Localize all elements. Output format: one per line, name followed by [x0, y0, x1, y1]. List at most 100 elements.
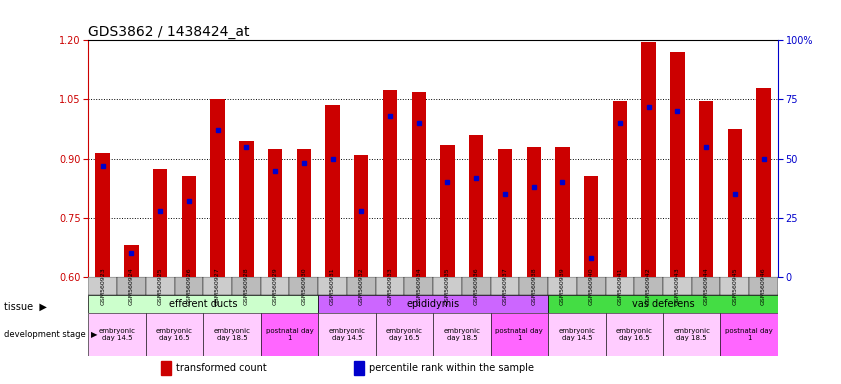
Bar: [433, 277, 462, 295]
Text: GSM560935: GSM560935: [445, 267, 450, 305]
Text: GSM560945: GSM560945: [733, 267, 738, 305]
Bar: [318, 313, 376, 356]
Text: GSM560941: GSM560941: [617, 267, 622, 305]
Bar: [318, 277, 346, 295]
Text: embryonic
day 18.5: embryonic day 18.5: [674, 328, 710, 341]
Text: GSM560930: GSM560930: [301, 267, 306, 305]
Bar: [376, 277, 405, 295]
Bar: [174, 277, 204, 295]
Bar: [749, 277, 778, 295]
Text: GSM560929: GSM560929: [272, 267, 278, 305]
Bar: [210, 99, 225, 277]
Text: GSM560944: GSM560944: [704, 267, 709, 305]
Text: GSM560936: GSM560936: [473, 267, 479, 305]
Text: embryonic
day 16.5: embryonic day 16.5: [386, 328, 423, 341]
Bar: [663, 313, 721, 356]
Bar: [354, 361, 364, 376]
Text: GSM560942: GSM560942: [646, 267, 651, 305]
Bar: [634, 277, 663, 295]
Bar: [204, 277, 232, 295]
Text: vas deferens: vas deferens: [632, 299, 695, 309]
Text: GSM560933: GSM560933: [388, 267, 393, 305]
Bar: [721, 277, 749, 295]
Bar: [239, 141, 253, 277]
Text: GSM560943: GSM560943: [674, 267, 680, 305]
Bar: [232, 277, 261, 295]
Bar: [727, 129, 742, 277]
Bar: [441, 145, 455, 277]
Bar: [555, 147, 569, 277]
Bar: [411, 92, 426, 277]
Text: GSM560927: GSM560927: [215, 267, 220, 305]
Bar: [577, 277, 606, 295]
Bar: [88, 313, 145, 356]
Bar: [691, 277, 721, 295]
Bar: [584, 176, 598, 277]
Text: embryonic
day 14.5: embryonic day 14.5: [329, 328, 365, 341]
Bar: [756, 88, 770, 277]
Text: embryonic
day 18.5: embryonic day 18.5: [214, 328, 251, 341]
Text: GSM560940: GSM560940: [589, 267, 594, 305]
Text: GSM560925: GSM560925: [157, 267, 162, 305]
Bar: [88, 295, 318, 313]
Text: transformed count: transformed count: [176, 363, 267, 373]
Bar: [613, 101, 627, 277]
Bar: [268, 149, 283, 277]
Bar: [663, 277, 691, 295]
Bar: [354, 155, 368, 277]
Bar: [433, 313, 490, 356]
Text: percentile rank within the sample: percentile rank within the sample: [369, 363, 534, 373]
Bar: [289, 277, 318, 295]
Bar: [124, 245, 139, 277]
Bar: [145, 277, 175, 295]
Text: GSM560931: GSM560931: [330, 267, 335, 305]
Text: GSM560946: GSM560946: [761, 267, 766, 305]
Bar: [469, 135, 484, 277]
Bar: [88, 277, 117, 295]
Bar: [297, 149, 311, 277]
Bar: [548, 277, 577, 295]
Bar: [182, 176, 196, 277]
Text: postnatal day
1: postnatal day 1: [266, 328, 314, 341]
Bar: [376, 313, 433, 356]
Bar: [153, 169, 167, 277]
Bar: [405, 277, 433, 295]
Text: epididymis: epididymis: [406, 299, 460, 309]
Bar: [383, 89, 397, 277]
Bar: [606, 277, 634, 295]
Bar: [642, 42, 656, 277]
Bar: [721, 313, 778, 356]
Text: GDS3862 / 1438424_at: GDS3862 / 1438424_at: [88, 25, 250, 39]
Bar: [117, 277, 145, 295]
Text: GSM560928: GSM560928: [244, 267, 249, 305]
Bar: [548, 313, 606, 356]
Bar: [498, 149, 512, 277]
Bar: [261, 313, 318, 356]
Bar: [204, 313, 261, 356]
Bar: [325, 106, 340, 277]
Text: embryonic
day 18.5: embryonic day 18.5: [443, 328, 480, 341]
Bar: [462, 277, 490, 295]
Bar: [490, 313, 548, 356]
Bar: [261, 277, 289, 295]
Text: GSM560923: GSM560923: [100, 267, 105, 305]
Bar: [490, 277, 519, 295]
Bar: [670, 52, 685, 277]
Text: GSM560938: GSM560938: [532, 267, 537, 305]
Bar: [96, 153, 110, 277]
Bar: [346, 277, 376, 295]
Text: embryonic
day 14.5: embryonic day 14.5: [98, 328, 135, 341]
Text: embryonic
day 16.5: embryonic day 16.5: [156, 328, 193, 341]
Text: GSM560934: GSM560934: [416, 267, 421, 305]
Text: GSM560939: GSM560939: [560, 267, 565, 305]
Text: embryonic
day 14.5: embryonic day 14.5: [558, 328, 595, 341]
Text: development stage  ▶: development stage ▶: [4, 330, 98, 339]
Text: embryonic
day 16.5: embryonic day 16.5: [616, 328, 653, 341]
Text: GSM560932: GSM560932: [359, 267, 364, 305]
Bar: [520, 277, 548, 295]
Text: GSM560926: GSM560926: [187, 267, 192, 305]
Text: GSM560937: GSM560937: [502, 267, 507, 305]
Bar: [318, 295, 548, 313]
Bar: [161, 361, 171, 376]
Text: efferent ducts: efferent ducts: [169, 299, 237, 309]
